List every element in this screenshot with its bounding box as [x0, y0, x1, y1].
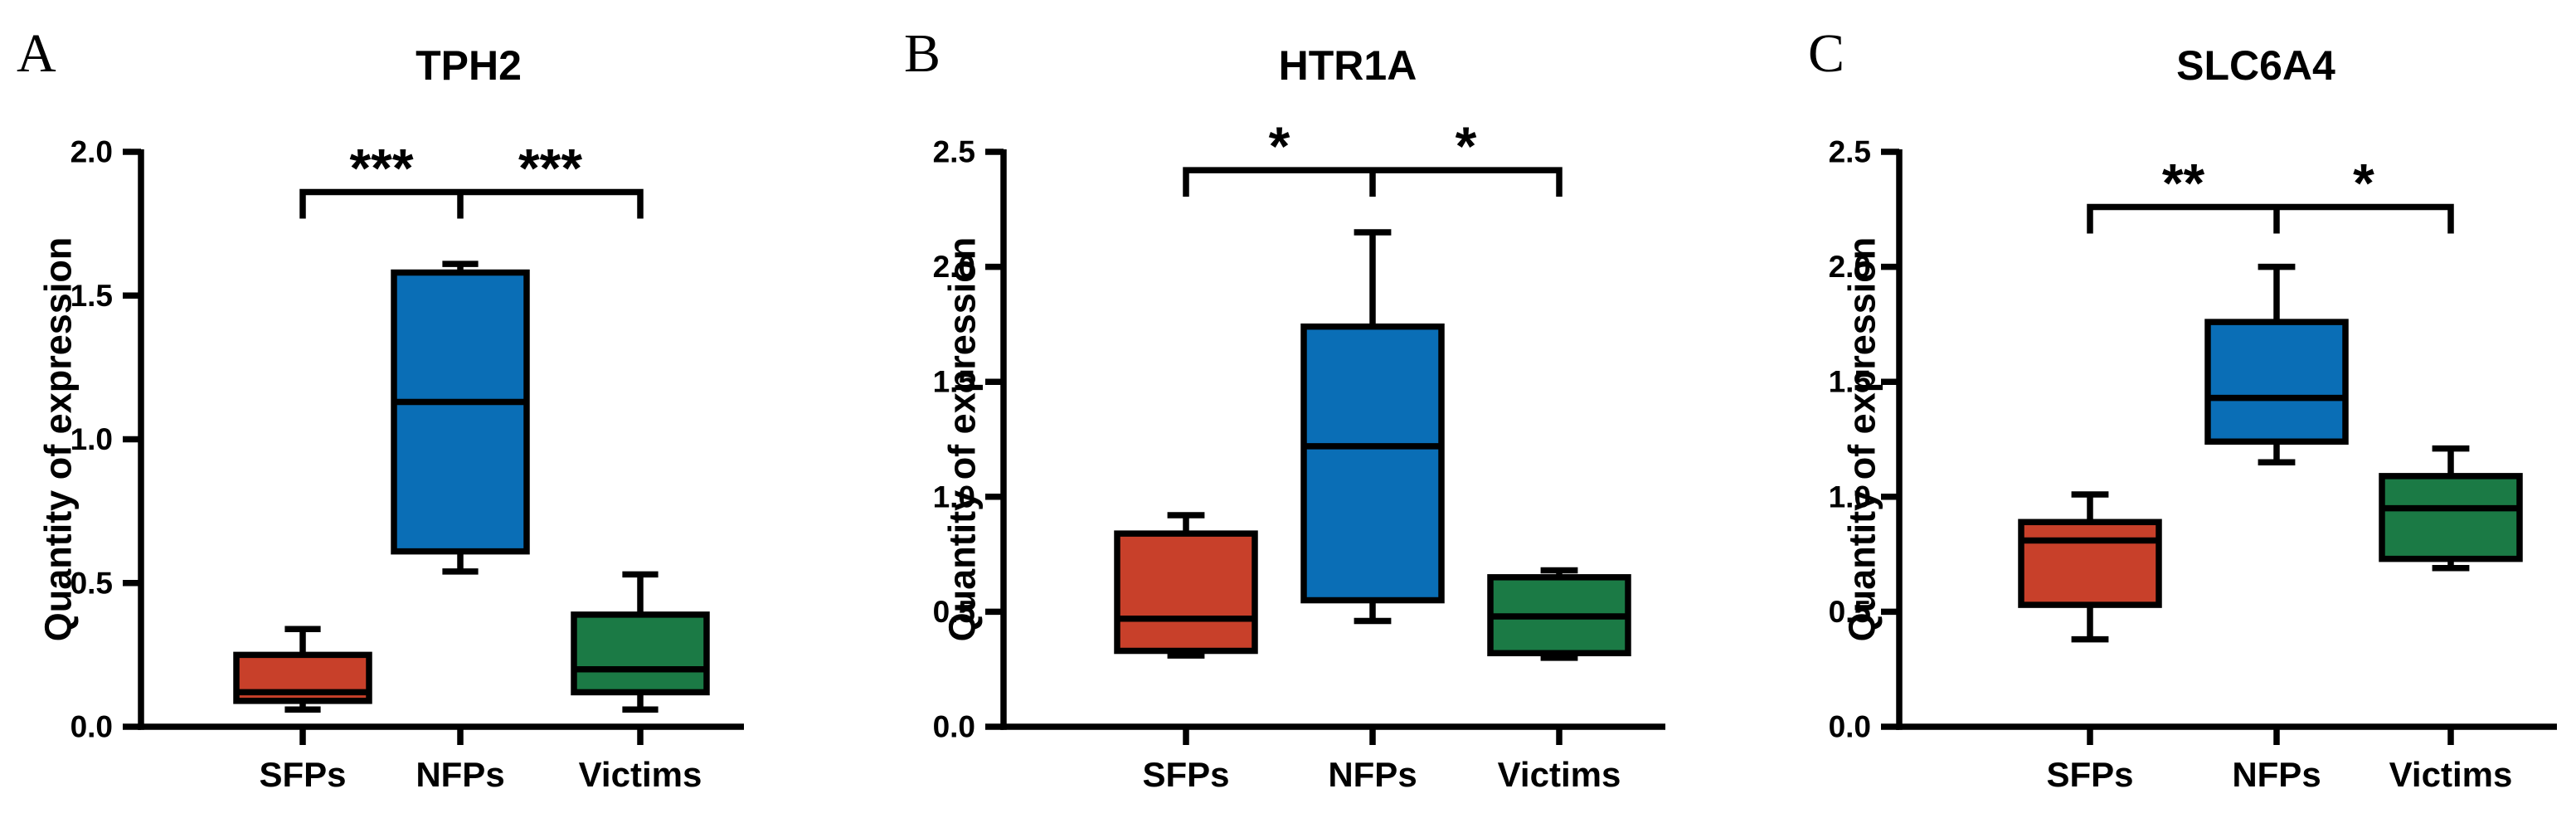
significance-left: *** [349, 138, 413, 199]
y-tick-label: 2.0 [70, 135, 113, 169]
panel-letter: A [17, 23, 56, 84]
box-rect [391, 269, 530, 555]
box-rect [1300, 323, 1445, 604]
bracket-line [2087, 203, 2454, 234]
box-rect [2018, 519, 2162, 608]
box-rect [2379, 473, 2523, 562]
y-axis-label: Quantity of expression [941, 237, 984, 642]
box-rect [1114, 530, 1258, 655]
chart-title: SLC6A4 [2176, 42, 2335, 89]
category-label-victims: Victims [1498, 755, 1621, 794]
category-label-victims: Victims [2389, 755, 2513, 794]
y-axis-label: Quantity of expression [1841, 237, 1883, 642]
category-label-nfps: NFPs [2232, 755, 2321, 794]
category-label-sfps: SFPs [2046, 755, 2133, 794]
box-victims [571, 571, 710, 713]
panel-letter: C [1808, 23, 1845, 84]
y-tick-label: 2.0 [933, 250, 975, 284]
category-label-nfps: NFPs [416, 755, 504, 794]
category-label-nfps: NFPs [1328, 755, 1417, 794]
significance-bracket: *** *** [299, 138, 644, 219]
category-label-sfps: SFPs [259, 755, 346, 794]
box-victims [1487, 567, 1631, 661]
significance-bracket: * * [1183, 115, 1563, 197]
y-tick-label: 0.5 [70, 566, 113, 600]
y-tick-label: 2.0 [1829, 250, 1871, 284]
y-tick-label: 1.5 [70, 279, 113, 313]
panel-letter: B [904, 23, 940, 84]
box-victims [2379, 445, 2523, 572]
y-tick-label: 1.5 [933, 365, 975, 399]
y-tick-label: 2.5 [933, 135, 975, 169]
significance-right: * [1456, 115, 1477, 177]
y-tick-label: 0.0 [1829, 710, 1871, 744]
significance-right: *** [518, 138, 582, 199]
box-rect [571, 611, 710, 696]
y-tick-label: 1.0 [933, 480, 975, 514]
box-sfps [2018, 491, 2162, 643]
box-nfps [2204, 263, 2349, 465]
panel-a: A TPH2 Quantity of expression 0.0 0.5 1.0 1.5 2… [17, 23, 744, 794]
significance-left: ** [2162, 153, 2205, 214]
y-tick-label: 0.0 [70, 710, 113, 744]
y-tick-label: 1.0 [1829, 480, 1871, 514]
bracket-line [299, 188, 644, 219]
y-tick-label: 0.5 [933, 595, 975, 629]
box-nfps [391, 260, 530, 575]
box-sfps [1114, 512, 1258, 659]
significance-left: * [1269, 115, 1290, 177]
significance-right: * [2353, 153, 2374, 214]
panel-b: B HTR1A Quantity of expression 0.0 0.5 1.0 1.5… [904, 23, 1665, 794]
box-sfps [233, 626, 372, 713]
y-tick-label: 0.0 [933, 710, 975, 744]
y-axis-label: Quantity of expression [37, 237, 80, 642]
chart-title: HTR1A [1279, 42, 1417, 89]
y-tick-label: 1.5 [1829, 365, 1871, 399]
y-tick-label: 2.5 [1829, 135, 1871, 169]
chart-title: TPH2 [416, 42, 522, 89]
box-nfps [1300, 229, 1445, 625]
y-tick-label: 0.5 [1829, 595, 1871, 629]
category-label-victims: Victims [579, 755, 702, 794]
significance-bracket: ** * [2087, 153, 2454, 234]
y-tick-label: 1.0 [70, 422, 113, 456]
category-label-sfps: SFPs [1142, 755, 1229, 794]
panel-c: C SLC6A4 Quantity of expression 0.0 0.5 1.0 1.… [1808, 23, 2557, 794]
box-rect [2204, 319, 2349, 446]
